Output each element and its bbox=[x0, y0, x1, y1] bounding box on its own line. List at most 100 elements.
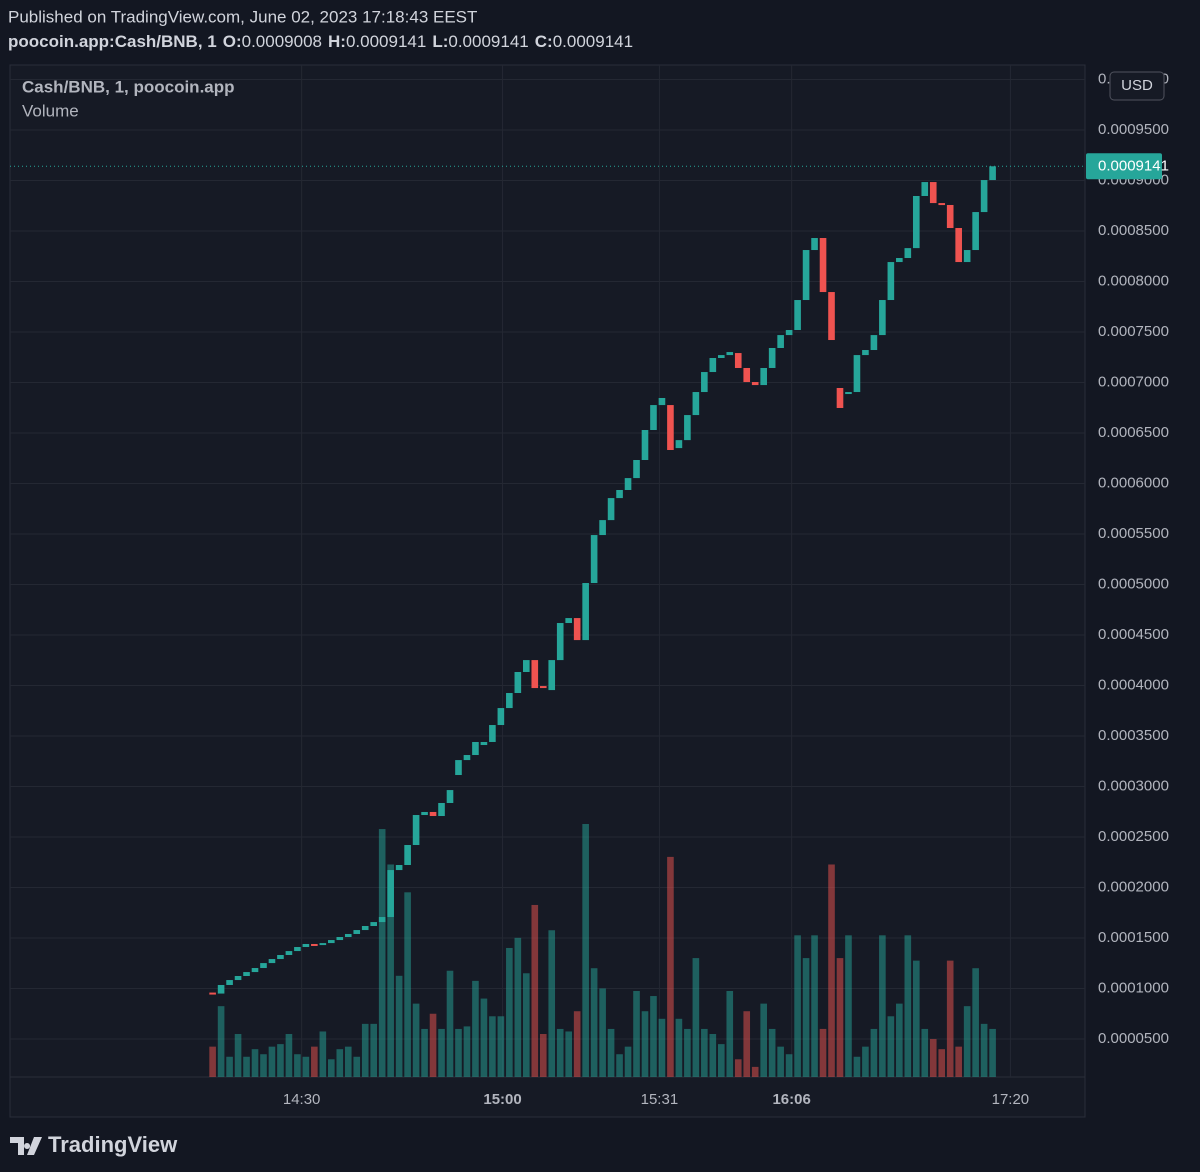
volume-bar bbox=[819, 1028, 827, 1077]
volume-bar bbox=[480, 998, 488, 1077]
volume-bar bbox=[904, 935, 912, 1077]
volume-bar bbox=[268, 1046, 276, 1077]
y-tick-label: 0.0001500 bbox=[1098, 929, 1169, 946]
candle bbox=[921, 182, 929, 196]
candle bbox=[955, 228, 962, 263]
candle bbox=[556, 623, 564, 661]
candle bbox=[573, 618, 581, 641]
volume-bar bbox=[616, 1054, 623, 1077]
candle bbox=[353, 930, 361, 934]
volume-bar bbox=[472, 980, 479, 1077]
y-tick-label: 0.0008500 bbox=[1098, 222, 1169, 239]
volume-bar bbox=[751, 1066, 759, 1077]
y-tick-label: 0.0003500 bbox=[1098, 727, 1169, 744]
candle bbox=[548, 660, 556, 691]
candle bbox=[734, 353, 742, 368]
candle bbox=[302, 943, 310, 948]
volume-bar bbox=[845, 935, 852, 1077]
candle bbox=[506, 693, 513, 709]
candle bbox=[285, 951, 293, 955]
candle bbox=[294, 947, 301, 952]
volume-bar bbox=[531, 904, 539, 1077]
candle bbox=[599, 520, 606, 536]
candle bbox=[684, 415, 691, 441]
chart-panel bbox=[9, 64, 1086, 1118]
candle bbox=[463, 755, 471, 761]
candle bbox=[938, 203, 946, 206]
logo-mark bbox=[10, 1137, 42, 1155]
volume-bar bbox=[226, 1056, 233, 1077]
volume-bar bbox=[336, 1049, 344, 1077]
candle bbox=[607, 498, 615, 521]
candle bbox=[743, 367, 751, 383]
volume-bar bbox=[946, 960, 954, 1077]
candle bbox=[777, 335, 784, 348]
volume-bar bbox=[361, 1023, 369, 1077]
volume-bar bbox=[522, 973, 530, 1077]
candle bbox=[879, 300, 886, 336]
candle bbox=[539, 686, 547, 689]
candle bbox=[311, 943, 318, 946]
candle bbox=[455, 760, 462, 776]
candle bbox=[811, 238, 818, 251]
legend-title: Cash/BNB, 1, poocoin.app bbox=[22, 77, 235, 96]
volume-bar bbox=[548, 930, 556, 1077]
candle bbox=[641, 430, 649, 461]
volume-bar bbox=[743, 1011, 751, 1077]
candle bbox=[209, 992, 216, 995]
y-tick-label: 0.0002500 bbox=[1098, 828, 1169, 845]
candle bbox=[853, 355, 861, 393]
x-tick-label: 15:00 bbox=[483, 1091, 521, 1108]
volume-bar bbox=[489, 1016, 496, 1077]
candle bbox=[590, 535, 598, 584]
logo: TradingView bbox=[10, 1132, 178, 1157]
y-tick-label: 0.0003000 bbox=[1098, 777, 1169, 794]
volume-bar bbox=[879, 935, 886, 1077]
volume-bar bbox=[794, 935, 801, 1077]
y-tick-label: 0.0005500 bbox=[1098, 525, 1169, 542]
ohlc-value: 0.0009008 bbox=[242, 32, 322, 51]
candle bbox=[582, 583, 589, 641]
candle bbox=[624, 478, 632, 490]
volume-bar bbox=[455, 1028, 462, 1077]
volume-bar bbox=[387, 864, 394, 1077]
candle bbox=[336, 937, 344, 941]
candle bbox=[489, 725, 496, 742]
currency: USD bbox=[1121, 77, 1153, 94]
last-price-label: 0.0009141 bbox=[1098, 157, 1169, 174]
volume-bar bbox=[785, 1054, 793, 1077]
candle bbox=[972, 212, 979, 251]
candle bbox=[862, 350, 869, 356]
volume-bar bbox=[667, 856, 674, 1077]
volume-bar bbox=[701, 1028, 708, 1077]
y-tick-label: 0.0007000 bbox=[1098, 374, 1169, 391]
y-tick-label: 0.0008000 bbox=[1098, 273, 1169, 290]
volume-bar bbox=[641, 1011, 649, 1077]
candle bbox=[658, 397, 666, 406]
ohlc-value: 0.0009141 bbox=[448, 32, 528, 51]
symbol: poocoin.app:Cash/BNB, 1 bbox=[8, 32, 217, 51]
candle bbox=[726, 352, 734, 356]
volume-bar bbox=[633, 990, 640, 1077]
volume-bar bbox=[802, 958, 810, 1077]
candle bbox=[845, 392, 852, 395]
volume-bar bbox=[319, 1031, 327, 1077]
volume-bar bbox=[929, 1039, 937, 1077]
candle bbox=[768, 347, 776, 368]
volume-bar bbox=[506, 947, 513, 1077]
y-tick-label: 0.0002000 bbox=[1098, 878, 1169, 895]
x-tick-label: 16:06 bbox=[772, 1091, 810, 1108]
x-tick-label: 14:30 bbox=[283, 1091, 321, 1108]
volume-bar bbox=[734, 1059, 742, 1077]
y-tick-label: 0.0007500 bbox=[1098, 323, 1169, 340]
volume-bar bbox=[277, 1044, 284, 1077]
volume-bar bbox=[828, 864, 835, 1077]
ohlc-label: L: bbox=[432, 32, 448, 51]
volume-bar bbox=[811, 935, 818, 1077]
volume-bar bbox=[311, 1046, 318, 1077]
volume-bar bbox=[395, 975, 403, 1077]
volume-bar bbox=[353, 1056, 361, 1077]
grid bbox=[10, 65, 1085, 1077]
volume-bar bbox=[463, 1026, 471, 1077]
